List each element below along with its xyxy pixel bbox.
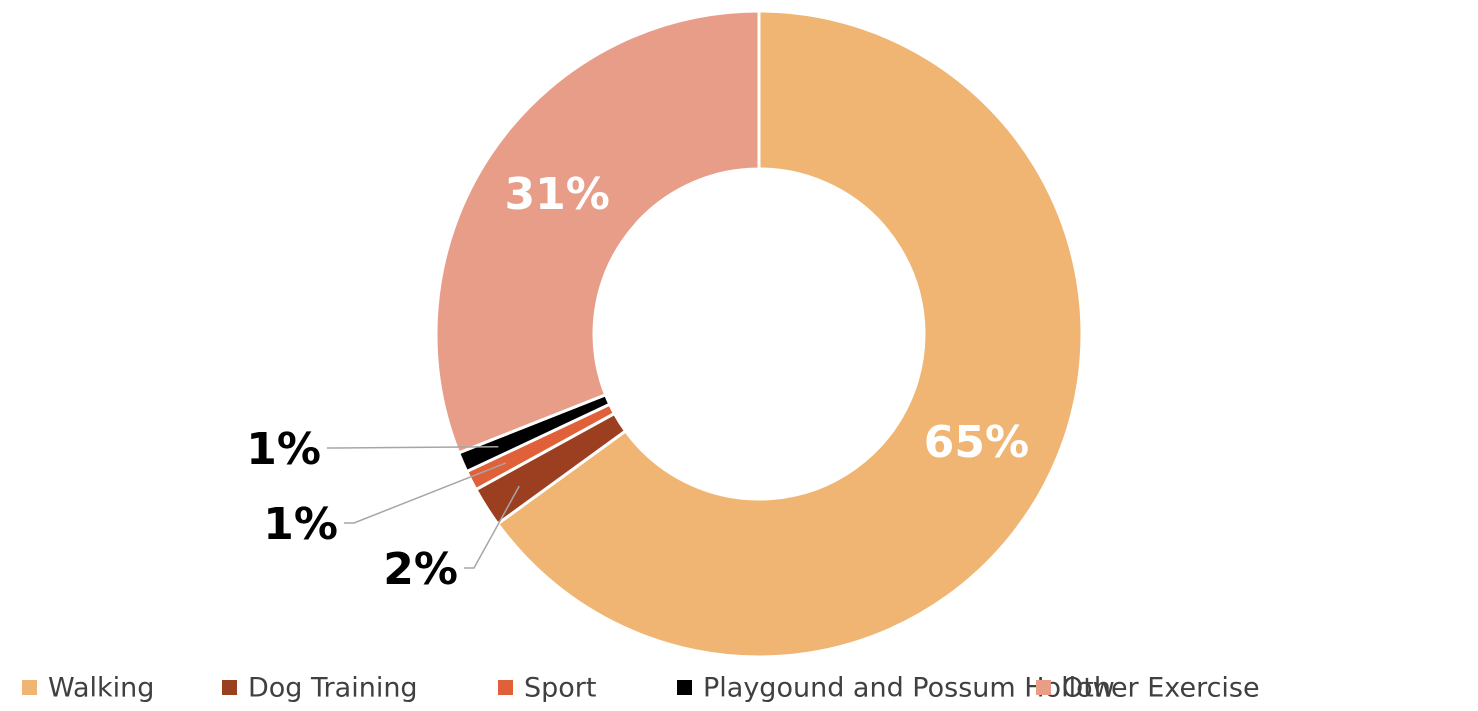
legend-swatch [1036,680,1051,695]
leader-line [344,462,507,524]
slice [495,9,1084,659]
data-label: 1% [246,424,321,475]
leader-line [464,485,520,569]
legend-label: Dog Training [248,673,418,704]
slice [434,9,761,455]
data-label: 65% [924,417,1029,468]
data-label: 1% [263,499,338,550]
legend-swatch [22,680,37,695]
legend-label: Walking [48,673,154,704]
legend-label: Sport [524,673,596,704]
legend-swatch [498,680,513,695]
legend-label: Other Exercise [1062,673,1260,704]
leader-line [327,446,499,449]
data-label: 2% [383,544,458,595]
legend-swatch [677,680,692,695]
legend-swatch [222,680,237,695]
data-label: 31% [505,169,610,220]
legend-label: Playgound and Possum Hollow [703,673,1115,704]
